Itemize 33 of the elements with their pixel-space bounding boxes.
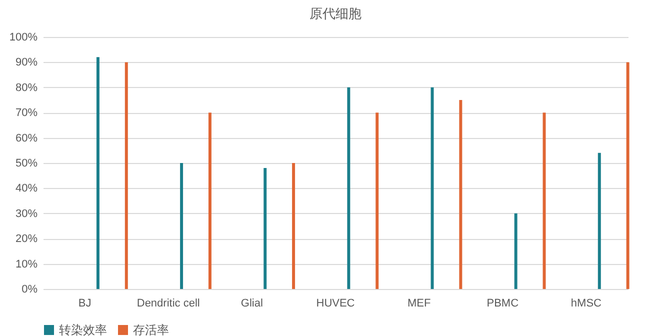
x-tick-label: PBMC [486, 298, 519, 310]
y-tick-label: 20% [15, 233, 38, 246]
legend-label: 存活率 [133, 323, 169, 336]
bar [376, 112, 379, 289]
bar [264, 168, 267, 289]
bar [626, 62, 630, 289]
bar [459, 100, 462, 289]
bar [96, 57, 100, 289]
y-tick-label: 40% [15, 182, 38, 195]
y-tick-label: 30% [15, 208, 38, 220]
x-tick-label: Dendritic cell [136, 298, 200, 310]
bar [514, 213, 518, 289]
x-tick-label: HUVEC [316, 298, 355, 310]
y-tick-label: 100% [9, 32, 38, 44]
bar [598, 152, 601, 289]
y-tick-label: 0% [22, 284, 38, 296]
y-tick-label: 90% [15, 56, 38, 69]
x-tick-label: hMSC [570, 298, 602, 310]
x-tick-label: BJ [78, 298, 92, 310]
y-tick-label: 50% [15, 158, 38, 170]
bar [292, 163, 296, 289]
bar [208, 112, 212, 289]
chart-title: 原代细胞 [310, 6, 362, 21]
y-tick-label: 60% [15, 132, 38, 144]
bar [180, 163, 184, 289]
y-tick-label: 80% [15, 82, 38, 94]
x-tick-label: MEF [407, 298, 431, 310]
bar [124, 62, 128, 289]
y-tick-label: 10% [15, 258, 38, 270]
legend-label: 转染效率 [59, 323, 107, 336]
bar [347, 87, 350, 289]
y-tick-label: 70% [15, 107, 38, 120]
x-tick-label: Glial [240, 298, 263, 310]
